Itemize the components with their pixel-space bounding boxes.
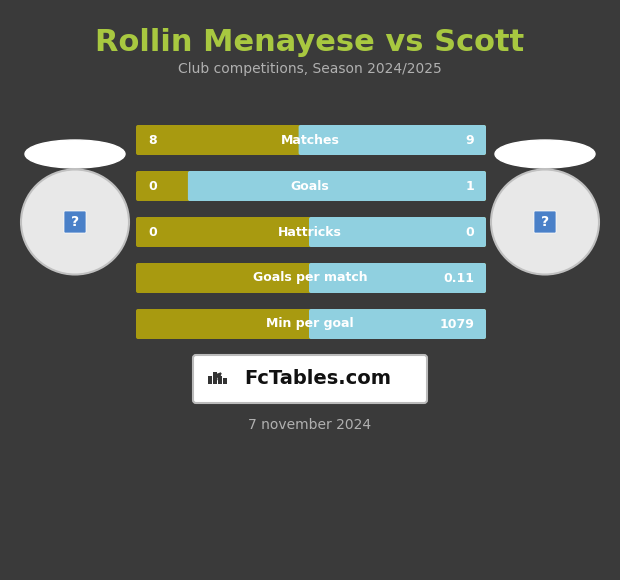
Text: 8: 8 bbox=[148, 133, 157, 147]
Text: 0.11: 0.11 bbox=[443, 271, 474, 285]
FancyBboxPatch shape bbox=[309, 263, 486, 293]
Ellipse shape bbox=[25, 140, 125, 168]
FancyBboxPatch shape bbox=[136, 171, 486, 201]
Text: 0: 0 bbox=[465, 226, 474, 238]
FancyBboxPatch shape bbox=[136, 217, 486, 247]
FancyBboxPatch shape bbox=[309, 309, 486, 339]
FancyBboxPatch shape bbox=[136, 263, 486, 293]
FancyBboxPatch shape bbox=[299, 125, 486, 155]
Text: 0: 0 bbox=[148, 179, 157, 193]
Text: 9: 9 bbox=[466, 133, 474, 147]
Text: ?: ? bbox=[541, 215, 549, 229]
Bar bbox=[208, 376, 212, 384]
Text: 0: 0 bbox=[148, 226, 157, 238]
Bar bbox=[218, 376, 222, 384]
FancyBboxPatch shape bbox=[309, 217, 486, 247]
Text: Goals per match: Goals per match bbox=[253, 271, 367, 285]
Bar bbox=[213, 372, 217, 384]
FancyBboxPatch shape bbox=[193, 355, 427, 403]
FancyBboxPatch shape bbox=[136, 309, 486, 339]
Text: FcTables.com: FcTables.com bbox=[244, 369, 391, 389]
Text: Min per goal: Min per goal bbox=[266, 317, 354, 331]
Text: Hattricks: Hattricks bbox=[278, 226, 342, 238]
Text: Goals: Goals bbox=[291, 179, 329, 193]
Bar bbox=[223, 378, 227, 384]
FancyBboxPatch shape bbox=[136, 125, 486, 155]
Ellipse shape bbox=[21, 169, 129, 274]
Ellipse shape bbox=[491, 169, 599, 274]
Text: Matches: Matches bbox=[281, 133, 339, 147]
FancyBboxPatch shape bbox=[534, 211, 556, 233]
Text: 1: 1 bbox=[465, 179, 474, 193]
FancyBboxPatch shape bbox=[64, 211, 86, 233]
Text: 7 november 2024: 7 november 2024 bbox=[249, 418, 371, 432]
Text: 1079: 1079 bbox=[439, 317, 474, 331]
Text: Club competitions, Season 2024/2025: Club competitions, Season 2024/2025 bbox=[178, 62, 442, 76]
Text: Rollin Menayese vs Scott: Rollin Menayese vs Scott bbox=[95, 28, 525, 57]
FancyBboxPatch shape bbox=[188, 171, 486, 201]
Ellipse shape bbox=[495, 140, 595, 168]
Text: ?: ? bbox=[71, 215, 79, 229]
